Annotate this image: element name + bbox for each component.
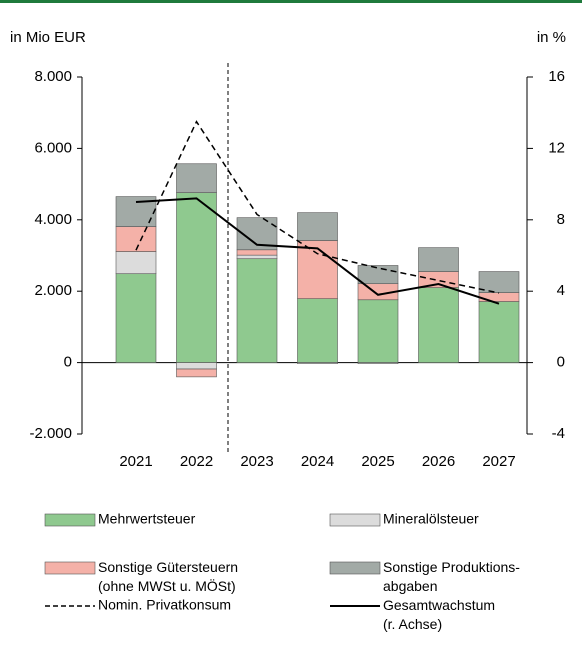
legend-label: Gesamtwachstum (r. Achse) bbox=[383, 597, 495, 632]
y2-tick-label: 8 bbox=[557, 211, 565, 228]
bar-segment bbox=[115, 226, 157, 252]
y-tick-label: -2.000 bbox=[29, 425, 72, 442]
y-tick-label: 8.000 bbox=[34, 68, 72, 85]
bar-segment bbox=[115, 273, 157, 363]
bar-segment bbox=[297, 362, 338, 364]
x-tick-label: 2027 bbox=[482, 453, 515, 470]
bar-segment bbox=[357, 362, 399, 364]
y2-tick-label: 16 bbox=[548, 68, 565, 85]
y-tick-label: 6.000 bbox=[34, 139, 72, 156]
y-tick-label: 2.000 bbox=[34, 282, 72, 299]
y2-tick-label: 4 bbox=[557, 282, 565, 299]
bar-segment bbox=[418, 271, 459, 288]
y-tick-label: 0 bbox=[64, 354, 72, 371]
bar-segment bbox=[176, 192, 217, 363]
y-tick-label: 4.000 bbox=[34, 211, 72, 228]
bar-segment bbox=[297, 212, 338, 241]
legend-label: Sonstige Produktions-abgaben bbox=[383, 559, 520, 594]
legend-label: Mehrwertsteuer bbox=[98, 511, 196, 527]
bar-segment bbox=[297, 298, 338, 363]
bar-segment bbox=[478, 292, 520, 302]
bar-segment bbox=[297, 240, 338, 299]
top-rule bbox=[0, 0, 582, 3]
legend-swatch bbox=[44, 561, 96, 575]
y2-tick-label: 12 bbox=[548, 139, 565, 156]
bar-segment bbox=[418, 247, 459, 272]
bar-segment bbox=[236, 249, 278, 256]
line bbox=[135, 197, 500, 305]
bar-segment bbox=[478, 301, 520, 363]
x-tick-label: 2021 bbox=[119, 453, 152, 470]
legend-label: Mineralölsteuer bbox=[383, 511, 479, 527]
bar-segment bbox=[176, 368, 217, 378]
y-axis-label: in Mio EUR bbox=[10, 29, 86, 46]
x-tick-label: 2023 bbox=[240, 453, 273, 470]
legend-swatch bbox=[329, 513, 381, 527]
bar-segment bbox=[176, 362, 217, 370]
x-tick-label: 2024 bbox=[301, 453, 334, 470]
bar-segment bbox=[478, 271, 520, 293]
y2-axis-label: in % bbox=[537, 29, 566, 46]
legend-swatch bbox=[329, 561, 381, 575]
y2-tick-label: -4 bbox=[552, 425, 565, 442]
legend-swatch bbox=[44, 513, 96, 527]
bar-segment bbox=[115, 251, 157, 275]
x-tick-label: 2026 bbox=[422, 453, 455, 470]
x-tick-label: 2022 bbox=[180, 453, 213, 470]
legend-label: Sonstige Gütersteuern (ohne MWSt u. MÖSt) bbox=[98, 559, 238, 594]
bar-segment bbox=[236, 254, 278, 260]
bar-segment bbox=[357, 299, 399, 363]
legend-label: Nomin. Privatkonsum bbox=[98, 597, 231, 613]
x-tick-label: 2025 bbox=[361, 453, 394, 470]
bar-segment bbox=[176, 163, 217, 193]
y2-tick-label: 0 bbox=[557, 354, 565, 371]
line bbox=[135, 120, 500, 294]
bar-segment bbox=[236, 258, 278, 363]
bar-segment bbox=[357, 265, 399, 285]
bar-segment bbox=[418, 287, 459, 363]
